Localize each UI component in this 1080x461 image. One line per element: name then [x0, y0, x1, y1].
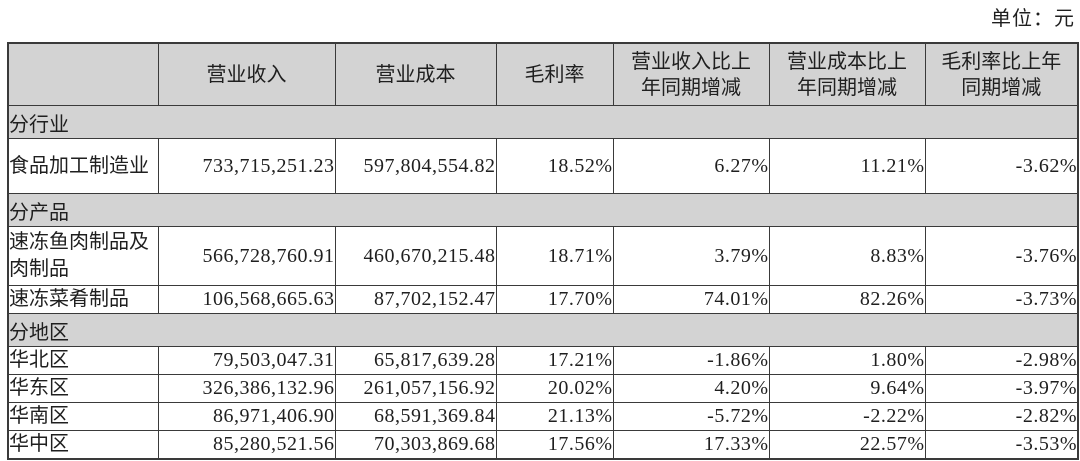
cost-cell: 70,303,869.68 [334, 430, 497, 460]
section-label: 分行业 [7, 105, 1079, 139]
revenue-yoy-cell: 6.27% [612, 138, 770, 194]
header-empty-cell [7, 42, 159, 106]
header-revenue: 营业收入 [157, 42, 336, 106]
row-frozen-fish-meat-products: 速冻鱼肉制品及肉制品 566,728,760.91 460,670,215.48… [7, 226, 1079, 286]
unit-label: 单位：元 [991, 8, 1075, 30]
revenue-yoy-cell: 17.33% [612, 430, 770, 460]
header-revenue-yoy: 营业收入比上年同期增减 [612, 42, 770, 106]
header-gross-margin-yoy-text: 毛利率比上年同期增减 [941, 50, 1062, 99]
row-north-china: 华北区 79,503,047.31 65,817,639.28 17.21% -… [7, 346, 1079, 375]
row-label: 速冻菜肴制品 [7, 285, 159, 314]
gross-margin-cell: 18.71% [495, 226, 614, 286]
gross-margin-yoy-cell: -3.97% [924, 374, 1079, 403]
cost-yoy-cell: 1.80% [768, 346, 926, 375]
gross-margin-cell: 17.70% [495, 285, 614, 314]
section-label: 分地区 [7, 313, 1079, 347]
revenue-yoy-cell: -5.72% [612, 402, 770, 431]
cost-cell: 65,817,639.28 [334, 346, 497, 375]
gross-margin-yoy-cell: -3.53% [924, 430, 1079, 460]
gross-margin-cell: 18.52% [495, 138, 614, 194]
revenue-cell: 106,568,665.63 [157, 285, 336, 314]
row-east-china: 华东区 326,386,132.96 261,057,156.92 20.02%… [7, 374, 1079, 403]
financial-breakdown-table: 营业收入 营业成本 毛利率 营业收入比上年同期增减 营业成本比上年同期增减 毛利… [7, 42, 1079, 460]
gross-margin-cell: 21.13% [495, 402, 614, 431]
cost-yoy-cell: 82.26% [768, 285, 926, 314]
gross-margin-cell: 17.56% [495, 430, 614, 460]
gross-margin-cell: 20.02% [495, 374, 614, 403]
header-cost-yoy-text: 营业成本比上年同期增减 [787, 50, 907, 99]
revenue-cell: 86,971,406.90 [157, 402, 336, 431]
revenue-cell: 566,728,760.91 [157, 226, 336, 286]
cost-yoy-cell: -2.22% [768, 402, 926, 431]
row-section-by-product: 分产品 [7, 193, 1079, 227]
cost-cell: 597,804,554.82 [334, 138, 497, 194]
gross-margin-yoy-cell: -2.82% [924, 402, 1079, 431]
cost-cell: 261,057,156.92 [334, 374, 497, 403]
gross-margin-yoy-cell: -3.62% [924, 138, 1079, 194]
header-cost-yoy: 营业成本比上年同期增减 [768, 42, 926, 106]
cost-yoy-cell: 8.83% [768, 226, 926, 286]
table-header-row: 营业收入 营业成本 毛利率 营业收入比上年同期增减 营业成本比上年同期增减 毛利… [7, 42, 1079, 106]
row-section-by-region: 分地区 [7, 313, 1079, 347]
revenue-cell: 85,280,521.56 [157, 430, 336, 460]
cost-yoy-cell: 9.64% [768, 374, 926, 403]
cost-cell: 87,702,152.47 [334, 285, 497, 314]
row-label: 食品加工制造业 [7, 138, 159, 194]
revenue-cell: 79,503,047.31 [157, 346, 336, 375]
revenue-yoy-cell: 4.20% [612, 374, 770, 403]
row-central-china: 华中区 85,280,521.56 70,303,869.68 17.56% 1… [7, 430, 1079, 460]
revenue-cell: 326,386,132.96 [157, 374, 336, 403]
row-section-by-industry: 分行业 [7, 105, 1079, 139]
cost-yoy-cell: 22.57% [768, 430, 926, 460]
header-cost: 营业成本 [334, 42, 497, 106]
row-label: 速冻鱼肉制品及肉制品 [7, 226, 159, 286]
gross-margin-yoy-cell: -3.76% [924, 226, 1079, 286]
cost-cell: 460,670,215.48 [334, 226, 497, 286]
revenue-yoy-cell: -1.86% [612, 346, 770, 375]
revenue-yoy-cell: 3.79% [612, 226, 770, 286]
row-label: 华北区 [7, 346, 159, 375]
cost-cell: 68,591,369.84 [334, 402, 497, 431]
revenue-cell: 733,715,251.23 [157, 138, 336, 194]
gross-margin-cell: 17.21% [495, 346, 614, 375]
revenue-yoy-cell: 74.01% [612, 285, 770, 314]
row-south-china: 华南区 86,971,406.90 68,591,369.84 21.13% -… [7, 402, 1079, 431]
header-gross-margin-yoy: 毛利率比上年同期增减 [924, 42, 1079, 106]
header-gross-margin: 毛利率 [495, 42, 614, 106]
section-label: 分产品 [7, 193, 1079, 227]
gross-margin-yoy-cell: -2.98% [924, 346, 1079, 375]
row-label: 华中区 [7, 430, 159, 460]
row-food-processing: 食品加工制造业 733,715,251.23 597,804,554.82 18… [7, 138, 1079, 194]
row-label: 华东区 [7, 374, 159, 403]
header-revenue-yoy-text: 营业收入比上年同期增减 [631, 50, 751, 99]
row-label: 华南区 [7, 402, 159, 431]
row-frozen-dish-products: 速冻菜肴制品 106,568,665.63 87,702,152.47 17.7… [7, 285, 1079, 314]
cost-yoy-cell: 11.21% [768, 138, 926, 194]
gross-margin-yoy-cell: -3.73% [924, 285, 1079, 314]
